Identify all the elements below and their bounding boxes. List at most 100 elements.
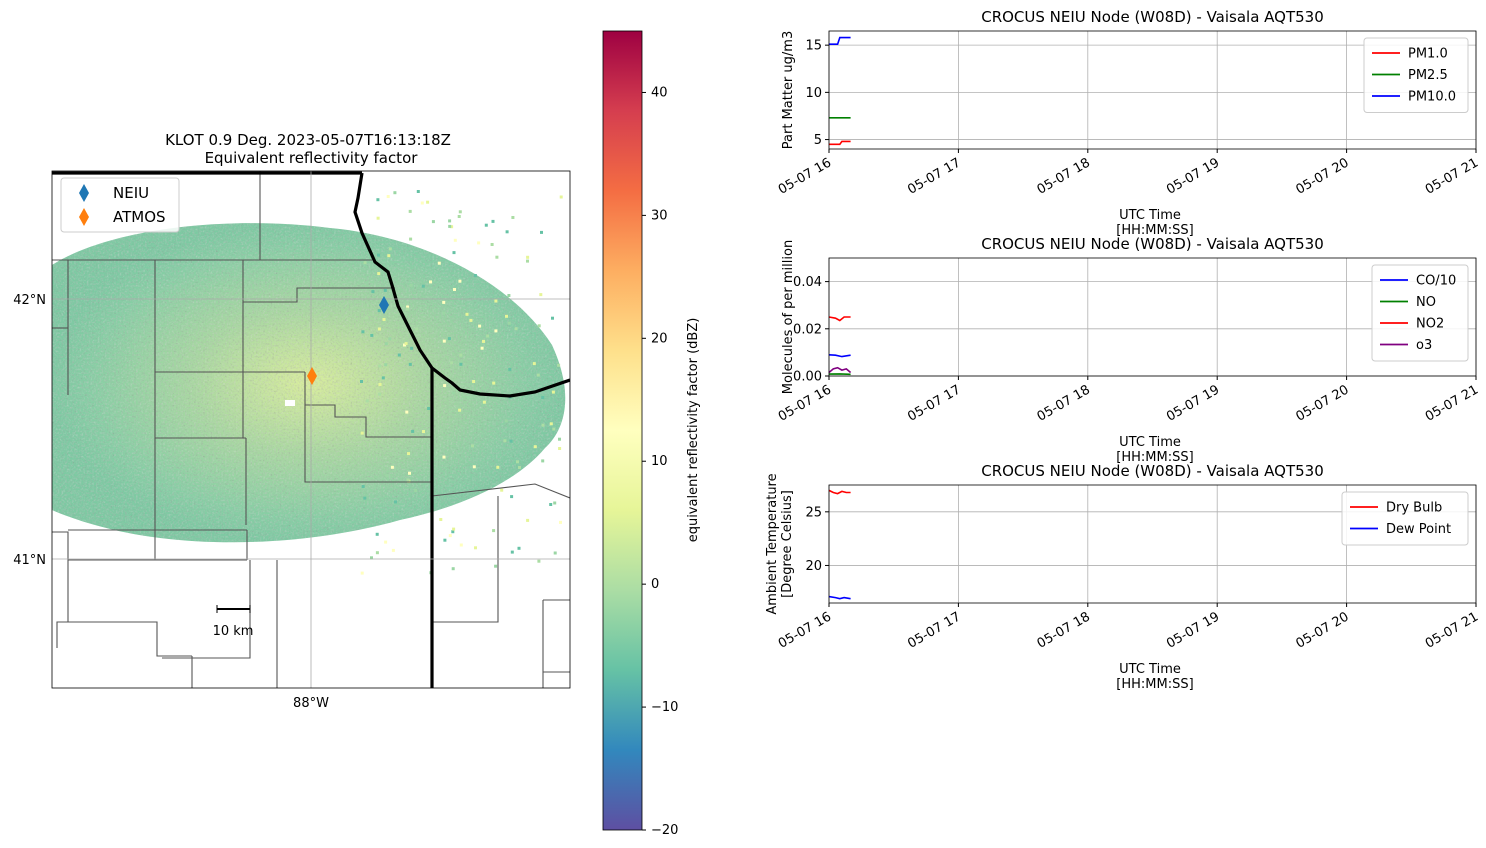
echo-speckle (526, 518, 530, 522)
echo-speckle (448, 534, 452, 538)
echo-speckle (403, 343, 406, 347)
echo-speckle (459, 543, 463, 547)
x-tick-label: 05-07 19 (1164, 382, 1222, 424)
colorbar-tick-label: −10 (651, 700, 678, 715)
echo-speckle (537, 559, 541, 563)
state-borders (52, 171, 570, 688)
series-line (828, 489, 851, 495)
echo-speckle (410, 346, 414, 350)
echo-speckle (371, 290, 375, 294)
echo-speckle (387, 254, 391, 258)
echo-speckle (559, 195, 563, 199)
scale-bar-label: 10 km (213, 624, 254, 639)
echo-speckle (526, 255, 530, 259)
colorbar-tick-label: 20 (651, 331, 668, 346)
x-axis-label: UTC Time [HH:MM:SS] (1116, 662, 1193, 692)
echo-speckle (517, 546, 521, 550)
echo-speckle (360, 571, 364, 575)
echo-speckle (494, 564, 498, 568)
echo-speckle (390, 465, 394, 469)
echo-speckle (539, 293, 543, 297)
echo-speckle (494, 299, 498, 303)
x-tick-label: 05-07 18 (1035, 382, 1093, 424)
echo-speckle (365, 399, 369, 403)
echo-speckle (526, 259, 529, 263)
series-line (828, 354, 851, 358)
colorbar-label: equivalent reflectivity factor (dBZ) (686, 318, 701, 543)
echo-speckle (452, 527, 456, 531)
echo-speckle (406, 478, 410, 482)
y-tick-label: 5 (814, 133, 822, 148)
echo-speckle (537, 324, 541, 328)
echo-speckle (404, 342, 408, 346)
y-tick-label: 20 (805, 559, 822, 574)
echo-speckle (507, 321, 511, 325)
echo-speckle (492, 529, 496, 533)
echo-speckle (466, 396, 470, 399)
echo-speckle (370, 556, 373, 560)
echo-speckle (536, 373, 540, 377)
echo-speckle (450, 225, 454, 229)
legend-label: o3 (1416, 338, 1432, 353)
echo-speckle (411, 429, 415, 433)
echo-speckle (394, 500, 397, 504)
echo-speckle (361, 330, 365, 334)
panel-legend: PM1.0 PM2.5 PM10.0 (1363, 37, 1469, 113)
colorbar-tick-label: 40 (651, 85, 668, 100)
echo-speckle (442, 311, 446, 315)
echo-speckle (448, 219, 452, 223)
echo-speckle (370, 333, 374, 337)
echo-speckle (553, 551, 557, 555)
scale-bar: 10 km (213, 605, 254, 639)
echo-speckle (496, 465, 500, 469)
echo-speckle (505, 230, 509, 234)
echo-speckle (409, 237, 413, 241)
echo-speckle (429, 280, 432, 284)
echo-speckle (472, 380, 476, 383)
echo-speckle (510, 550, 514, 554)
echo-speckle (500, 488, 504, 492)
series-line (828, 595, 851, 600)
echo-speckle (376, 216, 380, 220)
radar-echo-field (52, 190, 566, 575)
echo-speckle (361, 485, 365, 488)
time-series-panel: CROCUS NEIU Node (W08D) - Vaisala AQT530… (776, 8, 1481, 238)
echo-speckle (378, 383, 382, 386)
echo-speckle (540, 230, 543, 234)
legend-label: CO/10 (1416, 274, 1456, 289)
echo-speckle (416, 190, 420, 193)
echo-speckle (407, 452, 410, 456)
echo-speckle (421, 284, 425, 288)
series-line (828, 366, 852, 374)
echo-speckle (363, 261, 367, 265)
echo-speckle (459, 353, 463, 357)
x-tick-label: 05-07 17 (905, 382, 963, 424)
echo-speckle (439, 518, 443, 521)
echo-speckle (503, 439, 507, 443)
echo-speckle (495, 255, 499, 259)
echo-speckle (491, 219, 495, 223)
x-tick-label: 05-07 19 (1164, 609, 1222, 651)
echo-speckles (360, 190, 563, 575)
y-axis-label: Molecules of per million (781, 240, 796, 394)
x-tick-label: 05-07 18 (1035, 155, 1093, 197)
echo-speckle (494, 329, 498, 333)
legend-label: Dew Point (1386, 522, 1451, 537)
echo-speckle (388, 247, 392, 251)
legend-neiu-label: NEIU (113, 184, 149, 202)
echo-speckle (508, 367, 512, 371)
y-tick-label: 0.02 (793, 322, 822, 337)
colorbar-tick-label: 10 (651, 454, 668, 469)
echo-speckle (552, 427, 556, 431)
echo-speckle (420, 201, 424, 205)
echo-speckle (382, 318, 386, 321)
legend-neiu-marker (79, 184, 89, 202)
echo-speckle (532, 362, 536, 366)
echo-speckle (549, 422, 553, 426)
echo-speckle (376, 198, 380, 202)
echo-speckle (414, 489, 418, 492)
echo-speckle (391, 548, 395, 552)
echo-speckle (377, 327, 381, 331)
echo-speckle (559, 520, 562, 524)
